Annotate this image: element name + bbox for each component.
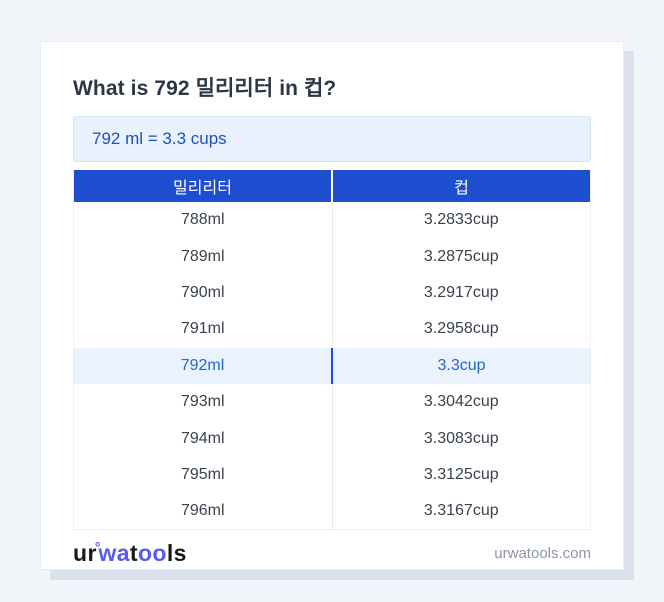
table-cell-milliliter: 792ml — [73, 347, 332, 384]
table-cell-milliliter: 793ml — [73, 383, 332, 421]
table-row: 790ml 3.2917cup — [73, 274, 591, 312]
table-cell-milliliter: 789ml — [73, 238, 332, 275]
logo-ring-icon: ° — [94, 539, 101, 556]
table-header-row: 밀리리터 컵 — [73, 170, 591, 202]
conversion-result-text: 792 ml = 3.3 cups — [92, 129, 227, 148]
conversion-table-body: 788ml 3.2833cup 789ml 3.2875cup 790ml 3.2917c… — [73, 202, 591, 530]
table-cell-cup: 3.2958cup — [331, 311, 591, 348]
table-cell-cup: 3.3125cup — [331, 456, 591, 494]
logo-text-oo: oo — [137, 540, 167, 567]
conversion-card: What is 792 밀리리터 in 컵? 792 ml = 3.3 cups… — [40, 41, 624, 570]
table-row: 794ml 3.3083cup — [73, 420, 591, 457]
table-cell-cup: 3.3083cup — [331, 420, 591, 457]
table-cell-cup: 3.3167cup — [331, 493, 591, 530]
table-cell-cup: 3.3042cup — [331, 383, 591, 421]
table-row: 796ml 3.3167cup — [73, 493, 591, 530]
site-domain: urwatools.com — [494, 544, 591, 562]
logo-text-ls: ls — [166, 540, 187, 567]
table-header-cup: 컵 — [331, 170, 591, 202]
conversion-result-box: 792 ml = 3.3 cups — [73, 116, 591, 162]
page-title: What is 792 밀리리터 in 컵? — [73, 77, 337, 100]
table-row: 792ml 3.3cup — [73, 347, 591, 384]
table-cell-cup: 3.2917cup — [331, 274, 591, 312]
logo-text-ur: ur — [73, 540, 97, 567]
table-cell-cup: 3.2875cup — [331, 238, 591, 275]
table-header-milliliter: 밀리리터 — [73, 170, 332, 202]
card-footer: ur°watools urwatools.com — [73, 535, 591, 571]
table-row: 795ml 3.3125cup — [73, 456, 591, 494]
logo-text-wa: wa — [98, 540, 130, 567]
table-cell-milliliter: 791ml — [73, 311, 332, 348]
table-cell-milliliter: 788ml — [73, 202, 332, 239]
table-cell-milliliter: 794ml — [73, 420, 332, 457]
table-cell-cup: 3.3cup — [331, 347, 591, 384]
table-row: 789ml 3.2875cup — [73, 238, 591, 275]
table-cell-milliliter: 796ml — [73, 493, 332, 530]
table-row: 788ml 3.2833cup — [73, 202, 591, 239]
table-cell-milliliter: 795ml — [73, 456, 332, 494]
urwatools-logo[interactable]: ur°watools — [73, 539, 187, 567]
table-cell-cup: 3.2833cup — [331, 202, 591, 239]
table-row: 793ml 3.3042cup — [73, 383, 591, 421]
conversion-table: 밀리리터 컵 788ml 3.2833cup 789ml 3.2875cup 790ml… — [73, 170, 591, 531]
table-row: 791ml 3.2958cup — [73, 311, 591, 348]
table-cell-milliliter: 790ml — [73, 274, 332, 312]
logo-text-t: t — [129, 540, 138, 567]
